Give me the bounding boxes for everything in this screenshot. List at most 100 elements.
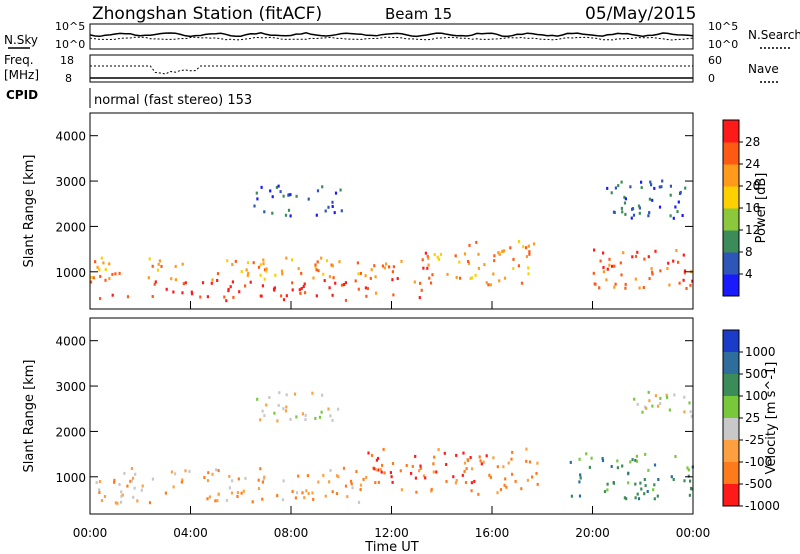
range-time-cell <box>522 245 525 249</box>
range-time-cell <box>422 266 425 270</box>
range-time-cell <box>265 403 268 407</box>
range-time-cell <box>382 447 385 451</box>
range-time-cell <box>261 497 264 501</box>
range-time-cell <box>276 494 279 498</box>
range-time-cell <box>512 267 515 270</box>
range-time-cell <box>647 468 650 472</box>
range-time-cell <box>299 291 302 295</box>
range-time-cell <box>256 197 259 201</box>
range-time-cell <box>688 493 691 497</box>
range-time-cell <box>606 482 609 486</box>
range-time-cell <box>263 210 266 214</box>
range-time-cell <box>359 488 362 491</box>
range-time-cell <box>670 475 673 479</box>
range-time-cell <box>225 299 228 303</box>
range-time-cell <box>388 265 391 269</box>
range-time-cell <box>489 283 492 287</box>
range-time-cell <box>579 476 582 480</box>
range-time-cell <box>285 405 288 409</box>
range-time-cell <box>601 457 604 460</box>
range-time-cell <box>415 490 418 494</box>
range-time-cell <box>208 495 211 499</box>
range-time-cell <box>181 291 184 295</box>
range-time-cell <box>528 250 531 254</box>
range-time-cell <box>419 466 422 470</box>
range-time-cell <box>643 405 647 409</box>
range-time-cell <box>621 464 624 468</box>
range-time-cell <box>585 452 588 456</box>
range-time-cell <box>370 268 373 272</box>
range-time-cell <box>259 418 262 422</box>
range-time-cell <box>637 204 641 208</box>
range-time-cell <box>633 397 636 401</box>
range-time-cell <box>172 290 175 294</box>
range-time-cell <box>300 287 303 290</box>
range-time-cell <box>174 278 177 282</box>
range-time-cell <box>287 208 291 212</box>
range-time-cell <box>631 207 635 211</box>
range-time-cell <box>331 264 334 268</box>
range-time-cell <box>424 476 427 480</box>
range-time-cell <box>679 190 682 194</box>
freq-tick-top: 18 <box>60 54 74 67</box>
range-time-cell <box>181 262 184 266</box>
range-time-cell <box>120 490 123 494</box>
colorbar-swatch <box>723 142 739 165</box>
range-time-cell <box>207 471 210 475</box>
range-time-cell <box>232 295 235 299</box>
range-time-cell <box>331 200 334 204</box>
range-time-cell <box>335 492 339 496</box>
range-time-cell <box>639 481 642 485</box>
range-time-cell <box>374 481 377 485</box>
range-time-cell <box>504 477 507 481</box>
range-time-cell <box>367 451 370 455</box>
range-time-cell <box>432 470 435 474</box>
range-time-cell <box>260 185 263 189</box>
range-time-cell <box>174 472 177 476</box>
range-time-cell <box>631 255 634 259</box>
range-time-cell <box>255 191 258 195</box>
range-time-cell <box>256 397 259 401</box>
nave-tick-bottom: 0 <box>708 72 715 85</box>
range-time-cell <box>312 497 315 501</box>
colorbar-swatch <box>723 252 739 275</box>
range-time-cell <box>116 501 119 505</box>
range-time-cell <box>446 272 449 276</box>
range-time-cell <box>182 282 185 286</box>
range-time-cell <box>269 189 272 193</box>
y-tick-label: 3000 <box>55 175 86 189</box>
range-time-cell <box>357 500 361 504</box>
range-time-cell <box>614 186 617 190</box>
range-time-cell <box>492 272 495 276</box>
range-time-cell <box>238 290 241 294</box>
range-time-cell <box>130 479 133 483</box>
range-time-cell <box>370 453 374 457</box>
cpid-value: normal (fast stereo) 153 <box>94 93 252 108</box>
range-time-cell <box>327 205 330 209</box>
range-time-cell <box>651 198 654 202</box>
range-time-cell <box>659 402 662 405</box>
range-time-cell <box>512 257 515 261</box>
range-time-cell <box>263 268 267 272</box>
range-time-cell <box>390 475 393 479</box>
range-time-cell <box>130 467 133 470</box>
range-time-cell <box>364 286 367 290</box>
range-time-cell <box>201 281 205 285</box>
range-time-cell <box>653 186 656 190</box>
range-time-cell <box>635 459 639 463</box>
range-time-cell <box>357 287 360 291</box>
range-time-cell <box>493 259 496 263</box>
colorbar-tick-label: 25 <box>745 411 760 425</box>
colorbar-tick-label: 24 <box>745 157 760 171</box>
power-colorbar-label: Power [dB] <box>754 173 769 244</box>
range-time-cell <box>475 240 478 244</box>
range-time-cell <box>215 468 218 472</box>
frequency-panel: Freq. [MHz] 18 8 60 0 Nave <box>4 53 780 85</box>
range-time-cell <box>245 268 248 272</box>
range-time-cell <box>297 474 300 478</box>
range-time-cell <box>687 474 690 478</box>
range-time-cell <box>99 297 102 300</box>
range-time-cell <box>601 459 605 463</box>
range-time-cell <box>443 451 446 455</box>
colorbar-swatch <box>723 120 739 143</box>
